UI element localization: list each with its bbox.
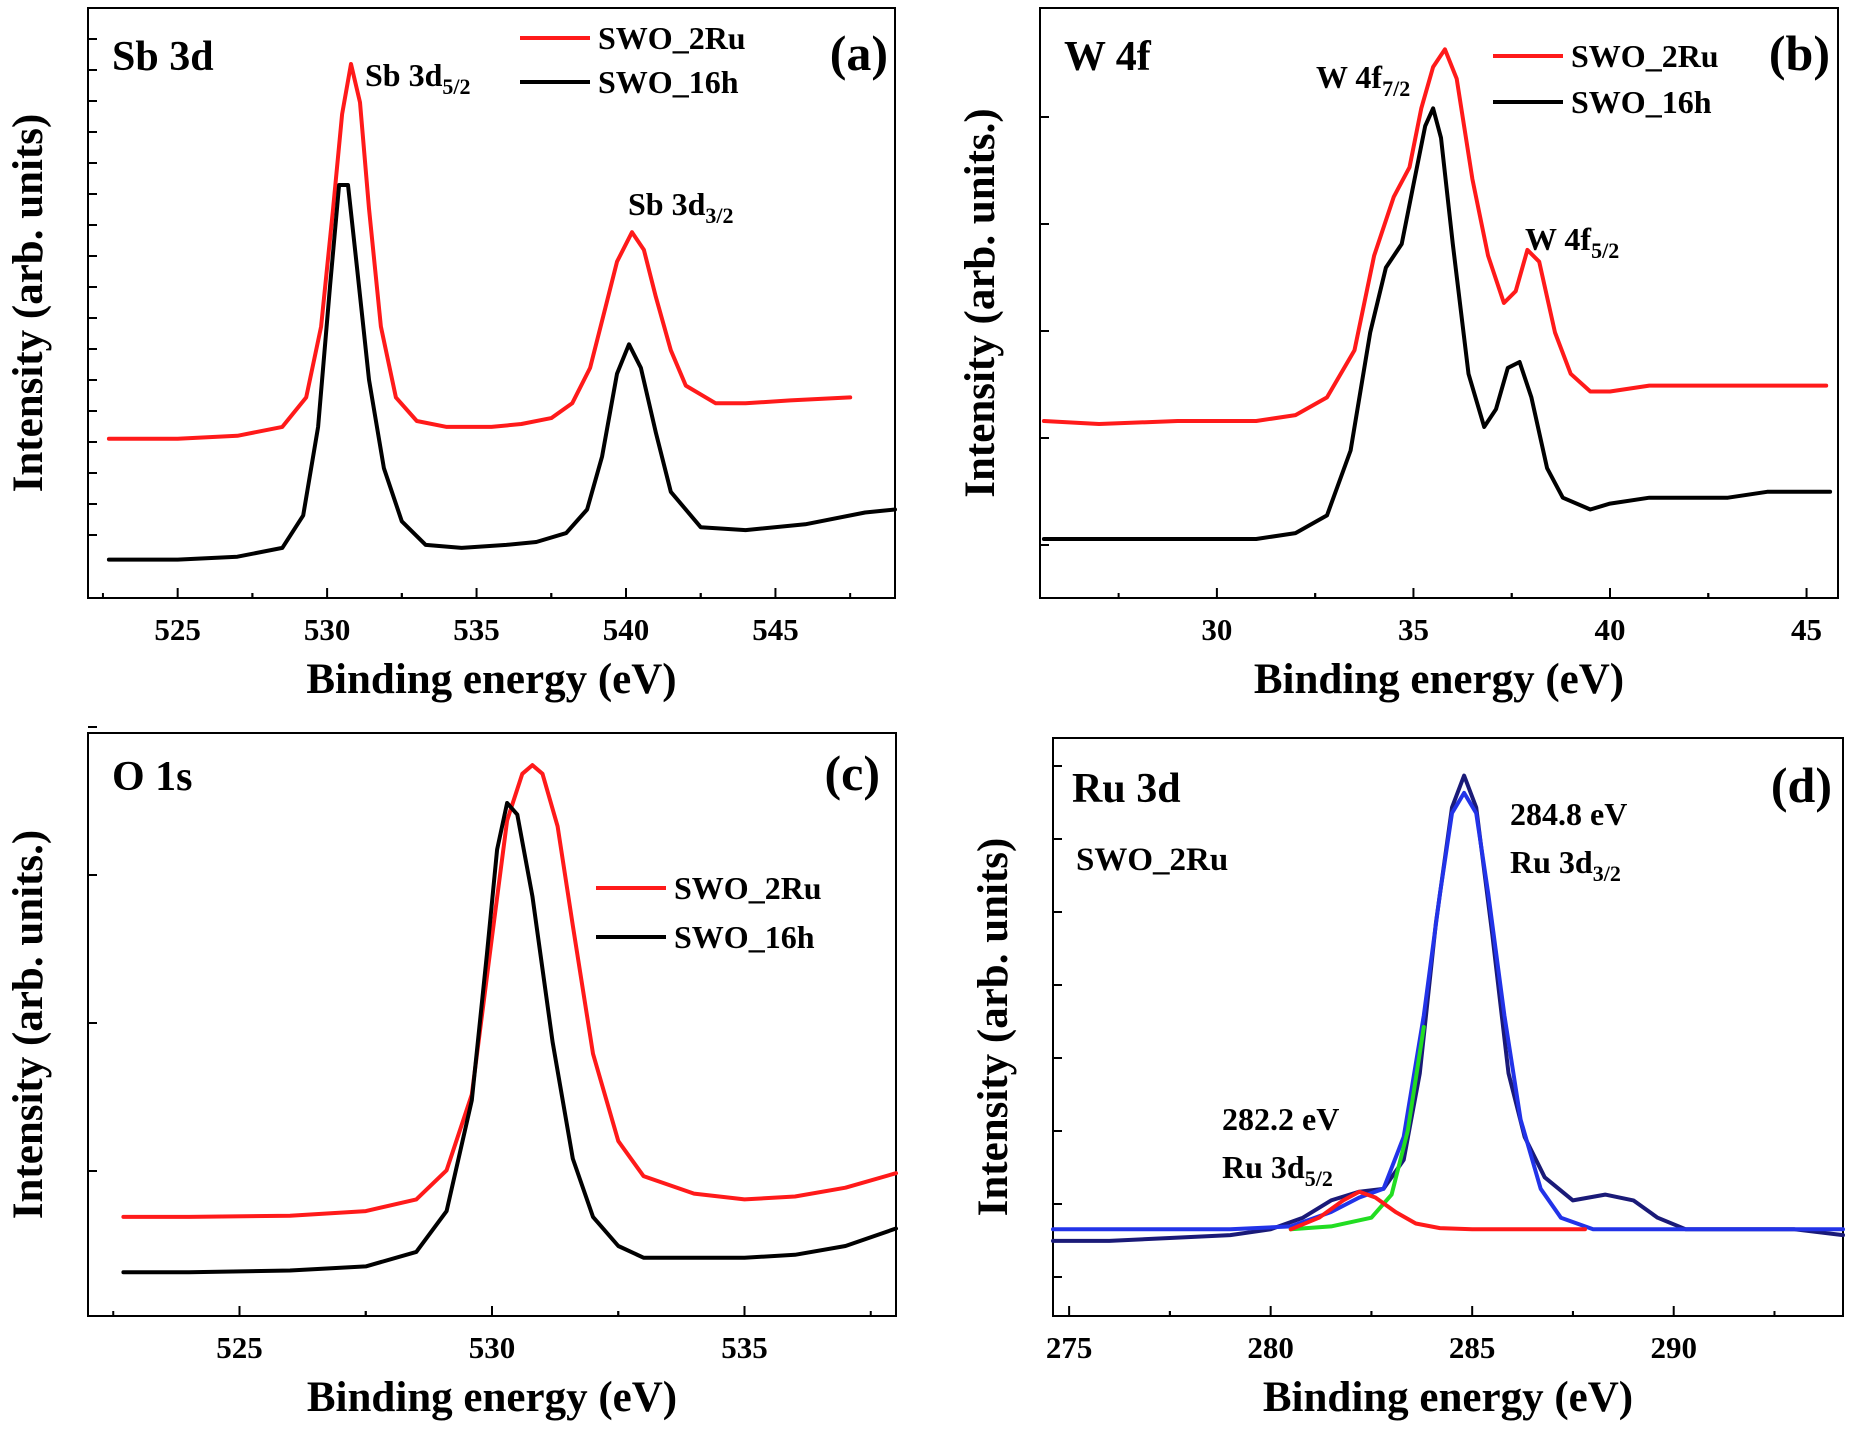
x-tick-label: 275 bbox=[1046, 1330, 1093, 1365]
peak-label-sub: 3/2 bbox=[1593, 861, 1621, 886]
y-ticks bbox=[1040, 116, 1049, 546]
peak-label: Sb 3d3/2 bbox=[628, 186, 734, 228]
sample-label: SWO_2Ru bbox=[1076, 842, 1228, 878]
peak-label-main: Sb 3d bbox=[365, 57, 443, 93]
peak-label: Ru 3d5/2 bbox=[1222, 1149, 1333, 1191]
peak-label: W 4f7/2 bbox=[1316, 59, 1410, 101]
peak-label-sub: 5/2 bbox=[1305, 1166, 1333, 1191]
y-axis-title: Intensity (arb. units) bbox=[5, 114, 52, 493]
legend-entry: SWO_16h bbox=[598, 64, 739, 100]
peak-label-sub: 3/2 bbox=[705, 203, 733, 228]
panel-label: (a) bbox=[830, 25, 888, 81]
x-tick-label: 530 bbox=[304, 612, 351, 647]
x-ticks: 525 530 535 bbox=[112, 1306, 872, 1365]
x-tick-label: 545 bbox=[752, 612, 799, 647]
peak-label: Ru 3d3/2 bbox=[1510, 844, 1621, 886]
x-tick-label: 45 bbox=[1791, 612, 1822, 647]
peak-label: W 4f5/2 bbox=[1525, 221, 1619, 263]
x-tick-label: 540 bbox=[603, 612, 650, 647]
panel-d: 275 280 285 290 Binding energy (eV) Intensity… bbox=[970, 737, 1845, 1421]
y-axis-title: Intensity (arb. units.) bbox=[5, 830, 52, 1219]
plot-frame bbox=[87, 7, 896, 599]
x-axis-title: Binding energy (eV) bbox=[1263, 1374, 1633, 1421]
panel-a: 525 530 535 540 545 Binding energy (eV) Intens… bbox=[5, 7, 897, 703]
plot-frame bbox=[87, 732, 897, 1317]
x-tick-label: 535 bbox=[453, 612, 500, 647]
series-line-swo-2ru bbox=[106, 62, 853, 441]
x-tick-label: 525 bbox=[154, 612, 201, 647]
panel-b: 30 35 40 45 Binding energy (eV) Intensity (ar… bbox=[957, 7, 1839, 703]
legend: SWO_2Ru SWO_16h bbox=[520, 20, 746, 100]
peak-label-main: Ru 3d bbox=[1222, 1149, 1305, 1185]
series-line-fit-2 bbox=[1288, 1025, 1426, 1232]
peak-label-main: W 4f bbox=[1316, 59, 1382, 95]
y-axis-title: Intensity (arb. units.) bbox=[957, 108, 1004, 497]
peak-label-main: W 4f bbox=[1525, 221, 1591, 257]
element-label: O 1s bbox=[112, 754, 193, 800]
panel-c: 525 530 535 Binding energy (eV) Intensity (a… bbox=[5, 726, 898, 1421]
peak-label-main: Ru 3d bbox=[1510, 844, 1593, 880]
peak-energy-label: 284.8 eV bbox=[1510, 796, 1627, 832]
x-tick-label: 40 bbox=[1595, 612, 1626, 647]
panel-label: (c) bbox=[825, 745, 881, 801]
y-ticks bbox=[88, 726, 97, 1172]
x-tick-label: 30 bbox=[1201, 612, 1232, 647]
legend: SWO_2Ru SWO_16h bbox=[596, 870, 822, 955]
peak-label-sub: 5/2 bbox=[1591, 238, 1619, 263]
legend-entry: SWO_16h bbox=[1571, 84, 1712, 120]
series-line-fit-1 bbox=[1051, 790, 1845, 1232]
y-ticks bbox=[88, 38, 97, 536]
plot-frame bbox=[1039, 7, 1839, 599]
legend-entry: SWO_2Ru bbox=[674, 870, 822, 906]
element-label: W 4f bbox=[1064, 34, 1152, 80]
x-tick-label: 290 bbox=[1650, 1330, 1697, 1365]
x-axis-title: Binding energy (eV) bbox=[306, 656, 676, 703]
x-tick-label: 530 bbox=[469, 1330, 516, 1365]
y-axis-title: Intensity (arb. units) bbox=[970, 838, 1017, 1217]
peak-label-main: Sb 3d bbox=[628, 186, 706, 222]
x-tick-label: 535 bbox=[721, 1330, 768, 1365]
panel-label: (b) bbox=[1769, 25, 1830, 81]
series-line-fit-3 bbox=[1288, 1189, 1587, 1232]
x-axis-title: Binding energy (eV) bbox=[1254, 656, 1624, 703]
x-tick-label: 35 bbox=[1398, 612, 1429, 647]
legend-entry: SWO_2Ru bbox=[598, 20, 746, 56]
series-line-swo-2ru bbox=[121, 763, 898, 1219]
legend: SWO_2Ru SWO_16h bbox=[1493, 38, 1719, 120]
series-line-swo-16h bbox=[121, 801, 898, 1275]
peak-energy-label: 282.2 eV bbox=[1222, 1101, 1339, 1137]
element-label: Ru 3d bbox=[1072, 766, 1181, 812]
plot-frame bbox=[1052, 737, 1844, 1317]
legend-entry: SWO_2Ru bbox=[1571, 38, 1719, 74]
peak-label-sub: 7/2 bbox=[1382, 76, 1410, 101]
peak-label-sub: 5/2 bbox=[442, 74, 470, 99]
series-line-swo-16h bbox=[1041, 106, 1833, 541]
element-label: Sb 3d bbox=[112, 34, 214, 80]
y-ticks bbox=[1053, 765, 1062, 1278]
x-ticks: 525 530 535 540 545 bbox=[101, 588, 852, 647]
x-tick-label: 525 bbox=[216, 1330, 263, 1365]
series-line-swo-16h bbox=[106, 183, 897, 562]
x-tick-label: 280 bbox=[1247, 1330, 1294, 1365]
x-axis-title: Binding energy (eV) bbox=[307, 1374, 677, 1421]
legend-entry: SWO_16h bbox=[674, 919, 815, 955]
x-ticks: 275 280 285 290 bbox=[1046, 1306, 1776, 1365]
series-line-swo-2ru bbox=[1041, 47, 1829, 426]
peak-label: Sb 3d5/2 bbox=[365, 57, 471, 99]
panel-label: (d) bbox=[1771, 757, 1832, 813]
x-tick-label: 285 bbox=[1449, 1330, 1496, 1365]
x-ticks: 30 35 40 45 bbox=[1117, 588, 1822, 647]
